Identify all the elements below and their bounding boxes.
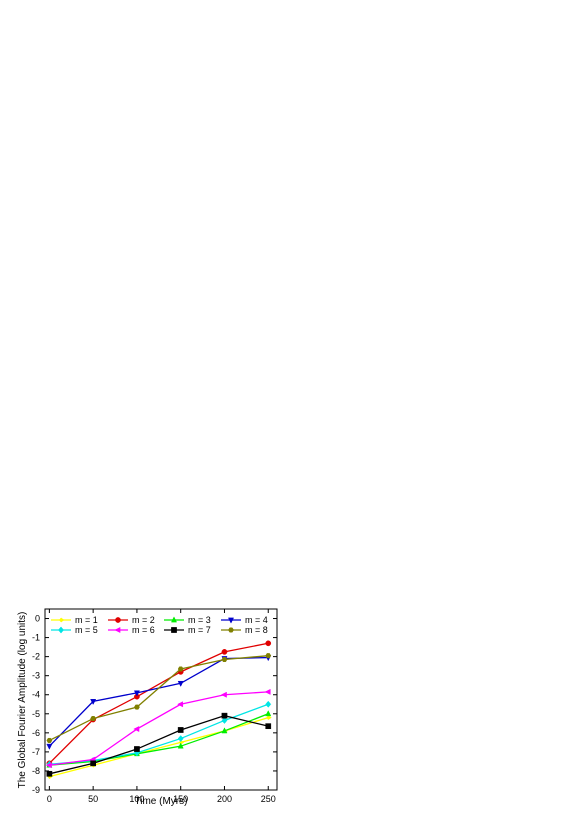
data-point <box>46 743 53 750</box>
data-point <box>133 690 140 697</box>
axis-ticks: 0 50 100 150 200 250 0 -1 -2 -3 -4 -5 -6 -7 -8 -9 <box>32 609 277 804</box>
series-m=2 <box>46 640 272 767</box>
data-point <box>177 735 184 743</box>
legend-label: m = 2 <box>132 615 155 625</box>
data-point <box>265 700 272 708</box>
series-layer <box>45 640 272 780</box>
data-point <box>177 680 184 687</box>
data-point <box>58 626 64 634</box>
data-point <box>177 727 184 733</box>
legend: m = 1 m = 2 m = 3 m = 4 m = 5 m = 6 m = 7 m = 8 <box>51 615 268 635</box>
plot-frame <box>44 608 278 791</box>
y-tick-label: -6 <box>32 728 40 738</box>
legend-label: m = 3 <box>188 615 211 625</box>
data-point <box>46 737 53 743</box>
series-m=5 <box>46 700 272 768</box>
data-point <box>220 691 227 698</box>
y-tick-label: 0 <box>35 614 40 624</box>
legend-item: m = 6 <box>108 625 155 635</box>
data-point <box>177 701 184 708</box>
series-m=4 <box>46 655 272 750</box>
legend-label: m = 8 <box>245 625 268 635</box>
legend-label: m = 6 <box>132 625 155 635</box>
data-point <box>177 666 184 672</box>
data-point <box>221 649 228 655</box>
data-point <box>265 723 272 730</box>
series-line <box>48 656 269 747</box>
data-point <box>90 699 97 706</box>
data-point <box>264 688 271 695</box>
data-point <box>134 704 140 710</box>
data-point <box>265 710 272 717</box>
data-point <box>59 617 65 623</box>
y-tick-label: -9 <box>32 785 40 795</box>
data-point <box>265 653 272 659</box>
legend-item: m = 1 <box>51 615 98 625</box>
x-tick-label: 0 <box>47 794 52 804</box>
series-m=6 <box>45 688 271 769</box>
series-line <box>49 713 269 766</box>
y-tick-label: -4 <box>32 690 40 700</box>
legend-item: m = 7 <box>164 625 211 635</box>
series-line <box>49 715 269 775</box>
legend-label: m = 5 <box>75 625 98 635</box>
data-point <box>177 742 184 749</box>
legend-item: m = 3 <box>164 615 211 625</box>
legend-label: m = 7 <box>188 625 211 635</box>
x-tick-label: 50 <box>88 794 98 804</box>
y-axis-title: The Global Fourier Amplitude (log units) <box>17 612 28 789</box>
series-line <box>49 655 269 742</box>
legend-item: m = 2 <box>108 615 155 625</box>
data-point <box>45 762 52 769</box>
data-point <box>115 617 121 623</box>
x-tick-label: 250 <box>261 794 276 804</box>
data-point <box>227 617 235 624</box>
y-tick-label: -7 <box>32 747 40 757</box>
y-tick-label: -1 <box>32 633 40 643</box>
data-point <box>134 746 140 752</box>
data-point <box>171 627 177 633</box>
series-m=7 <box>46 712 272 777</box>
data-point <box>133 726 140 733</box>
x-tick-label: 100 <box>129 794 144 804</box>
data-point <box>170 616 178 623</box>
data-point <box>90 716 97 722</box>
y-tick-label: -8 <box>32 766 40 776</box>
data-point <box>221 712 228 719</box>
legend-item: m = 4 <box>221 615 268 625</box>
legend-item: m = 8 <box>221 625 268 635</box>
series-line <box>48 642 269 764</box>
data-point <box>265 640 272 647</box>
legend-item: m = 5 <box>51 625 98 635</box>
series-m=8 <box>46 653 272 743</box>
x-tick-label: 200 <box>217 794 232 804</box>
data-point <box>221 716 228 724</box>
y-tick-label: -5 <box>32 709 40 719</box>
data-point <box>266 715 272 721</box>
x-tick-label: 150 <box>173 794 188 804</box>
data-point <box>221 656 228 662</box>
y-tick-label: -3 <box>32 671 40 681</box>
data-point <box>228 627 234 633</box>
data-point <box>46 770 53 777</box>
x-axis-title: Time (Myrs) <box>135 796 188 807</box>
legend-label: m = 1 <box>75 615 98 625</box>
data-point <box>221 727 228 734</box>
data-point <box>90 760 97 767</box>
series-line <box>49 691 269 766</box>
legend-label: m = 4 <box>245 615 268 625</box>
data-point <box>114 626 121 634</box>
y-tick-label: -2 <box>32 652 40 662</box>
